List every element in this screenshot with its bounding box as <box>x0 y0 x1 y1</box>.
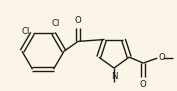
Text: Cl: Cl <box>21 27 30 36</box>
Text: Cl: Cl <box>51 19 60 28</box>
Text: O: O <box>75 16 81 25</box>
Text: O: O <box>158 53 165 62</box>
Text: O: O <box>140 80 147 89</box>
Text: N: N <box>111 72 117 81</box>
